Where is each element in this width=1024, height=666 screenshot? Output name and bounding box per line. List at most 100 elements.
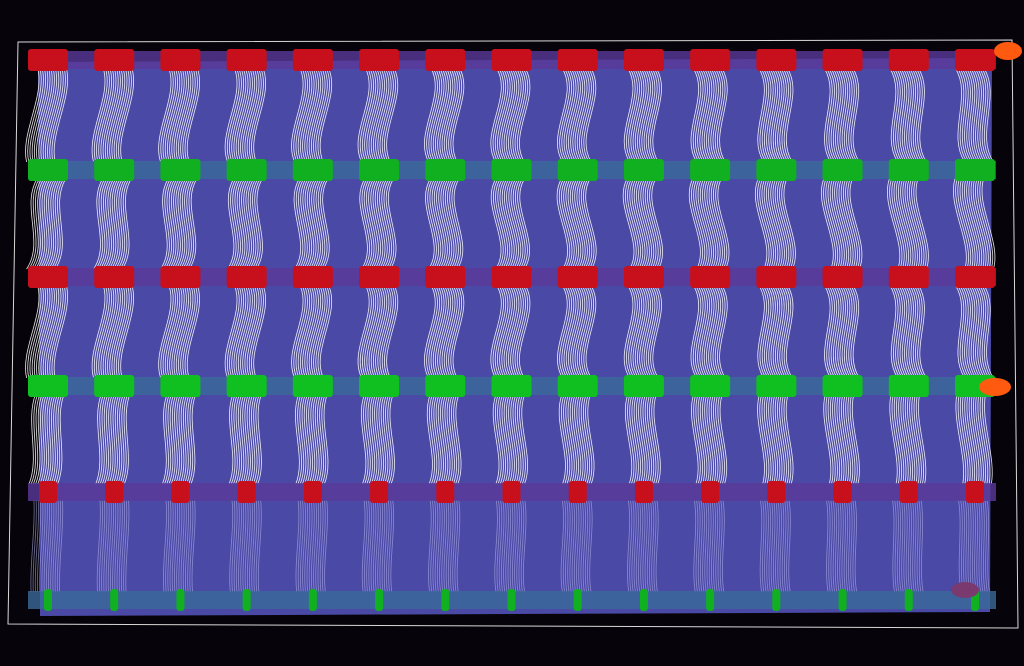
- fiber: [503, 284, 515, 379]
- fiber: [449, 177, 459, 270]
- fiber: [453, 393, 460, 485]
- fiber: [783, 67, 792, 163]
- fiber: [515, 177, 526, 270]
- fiber: [430, 67, 443, 163]
- fiber: [889, 393, 898, 485]
- fiber: [649, 177, 661, 270]
- fiber: [434, 499, 439, 593]
- fiber: [558, 393, 566, 485]
- fiber: [28, 177, 41, 270]
- fiber: [44, 67, 60, 163]
- fiber: [503, 67, 515, 163]
- fiber: [708, 393, 717, 485]
- band-segment: [303, 481, 322, 503]
- fiber: [242, 67, 256, 163]
- fiber: [843, 284, 851, 379]
- fiber: [574, 177, 586, 270]
- fiber: [845, 67, 854, 163]
- fiber: [107, 67, 121, 163]
- fiber: [642, 393, 650, 485]
- band-segment: [28, 159, 68, 181]
- fiber: [238, 177, 246, 270]
- fiber: [310, 67, 324, 163]
- band-segment: [491, 375, 532, 397]
- fiber: [693, 177, 706, 270]
- fiber: [235, 393, 241, 485]
- fiber: [959, 284, 970, 379]
- fiber: [184, 284, 198, 379]
- fiber: [512, 67, 524, 163]
- fiber: [972, 177, 987, 270]
- fiber: [508, 284, 520, 379]
- fiber: [426, 67, 438, 163]
- fiber: [635, 177, 648, 270]
- fiber: [695, 177, 708, 270]
- fiber: [953, 177, 967, 270]
- fiber: [957, 393, 967, 485]
- fiber: [164, 284, 178, 379]
- fiber: [31, 67, 46, 163]
- fiber: [896, 499, 900, 593]
- fiber: [777, 67, 785, 163]
- fiber: [44, 393, 52, 485]
- fiber: [178, 499, 183, 593]
- band-segment: [160, 266, 201, 288]
- fiber: [959, 67, 970, 163]
- fiber: [693, 499, 697, 593]
- bands: [28, 49, 996, 611]
- band-segment: [39, 481, 57, 503]
- fiber: [766, 67, 774, 163]
- fiber: [41, 393, 50, 485]
- fiber: [382, 393, 389, 485]
- fiber: [893, 177, 907, 270]
- fiber: [32, 177, 45, 270]
- fiber: [719, 499, 723, 593]
- fiber: [569, 499, 573, 593]
- fiber: [48, 177, 60, 270]
- fiber: [171, 499, 176, 593]
- fiber: [507, 499, 512, 593]
- fiber: [233, 499, 238, 593]
- fiber: [580, 499, 584, 593]
- fiber: [920, 499, 924, 593]
- band-segment: [226, 159, 267, 181]
- fiber: [304, 499, 309, 593]
- fiber: [585, 393, 593, 485]
- fiber: [180, 284, 194, 379]
- fiber: [983, 67, 994, 163]
- fiber: [839, 284, 847, 379]
- fiber: [965, 67, 977, 163]
- fiber: [836, 393, 845, 485]
- fiber: [848, 499, 851, 593]
- fiber: [691, 177, 704, 270]
- fiber: [432, 67, 445, 163]
- fiber: [51, 284, 66, 379]
- fiber: [643, 67, 653, 163]
- fiber: [319, 499, 324, 593]
- fiber: [517, 177, 528, 270]
- fiber: [158, 284, 172, 379]
- fiber: [567, 177, 579, 270]
- fiber: [311, 177, 319, 270]
- fiber: [558, 177, 571, 270]
- fiber: [779, 67, 787, 163]
- fiber: [905, 499, 909, 593]
- fiber: [777, 499, 780, 593]
- fiber: [166, 393, 173, 485]
- fiber: [164, 177, 174, 270]
- fiber: [645, 284, 656, 379]
- fiber: [53, 284, 68, 379]
- fiber: [357, 284, 370, 379]
- fiber: [909, 284, 918, 379]
- fiber: [777, 284, 785, 379]
- fiber: [370, 177, 379, 270]
- fiber: [446, 284, 458, 379]
- fiber: [100, 284, 115, 379]
- fiber: [244, 393, 249, 485]
- fiber: [569, 177, 582, 270]
- fiber: [452, 499, 456, 593]
- fiber: [182, 177, 192, 270]
- fiber: [652, 284, 662, 379]
- fiber: [506, 177, 517, 270]
- band-segment: [822, 375, 863, 397]
